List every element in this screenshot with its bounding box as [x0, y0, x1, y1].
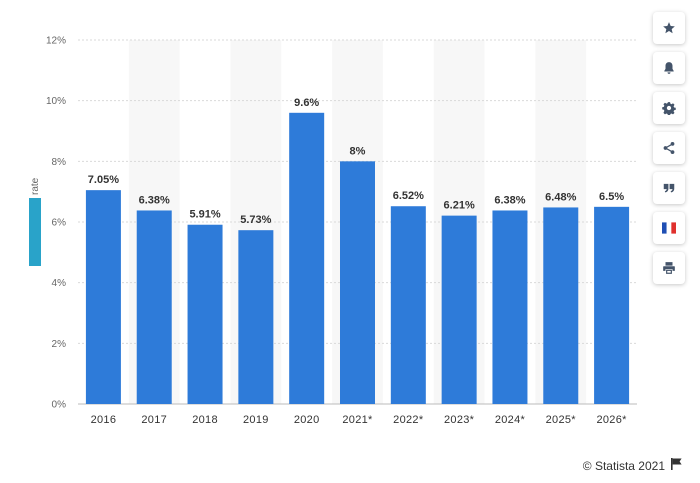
y-axis-ticks: 0% 2% 4% 6% 8% 10% 12% — [46, 36, 66, 411]
chart-toolbar — [653, 12, 685, 292]
x-tick-label: 2021* — [342, 414, 373, 426]
x-tick-label: 2026* — [596, 414, 627, 426]
bar[interactable] — [136, 210, 172, 404]
cite-button[interactable] — [653, 172, 685, 204]
data-label: 6.38% — [494, 194, 525, 206]
bar[interactable] — [187, 224, 223, 404]
data-label: 6.38% — [139, 194, 170, 206]
y-axis-title-tag — [29, 198, 41, 266]
copyright-text: © Statista 2021 — [582, 458, 665, 473]
x-tick-label: 2025* — [546, 414, 577, 426]
data-label: 5.91% — [189, 209, 220, 221]
bar[interactable] — [441, 215, 477, 404]
share-button[interactable] — [653, 132, 685, 164]
data-label: 6.5% — [599, 191, 624, 203]
settings-button[interactable] — [653, 92, 685, 124]
chart: 0% 2% 4% 6% 8% 10% 12% 7.05% 6.38% 5.91% 5.73% 9.6… — [29, 36, 637, 426]
print-icon — [663, 262, 675, 274]
data-label: 6.48% — [545, 191, 576, 203]
favorite-button[interactable] — [653, 12, 685, 44]
bar[interactable] — [85, 190, 121, 404]
x-tick-label: 2019 — [243, 414, 269, 426]
x-tick-label: 2016 — [91, 414, 117, 426]
share-icon — [663, 142, 675, 154]
print-button[interactable] — [653, 252, 685, 284]
y-axis-title: rate — [29, 177, 41, 266]
y-tick-label: 0% — [52, 400, 67, 411]
bar[interactable] — [238, 230, 274, 404]
star-icon — [663, 22, 675, 34]
bar[interactable] — [594, 206, 630, 404]
flag-icon[interactable] — [671, 458, 682, 473]
y-tick-label: 8% — [52, 157, 67, 168]
y-axis-label: rate — [30, 177, 41, 195]
bell-icon — [664, 62, 674, 74]
x-tick-label: 2024* — [495, 414, 526, 426]
x-tick-label: 2017 — [141, 414, 167, 426]
data-label: 5.73% — [240, 214, 271, 226]
bar[interactable] — [289, 112, 325, 405]
data-label: 6.21% — [444, 200, 475, 212]
data-label: 6.52% — [393, 190, 424, 202]
language-button[interactable] — [653, 212, 685, 244]
x-axis-ticks: 2016 2017 2018 2019 2020 2021* 2022* 2023* 2024*… — [91, 414, 627, 426]
y-tick-label: 2% — [52, 339, 67, 350]
x-tick-label: 2020 — [294, 414, 320, 426]
y-tick-label: 12% — [46, 36, 66, 47]
data-labels: 7.05% 6.38% 5.91% 5.73% 9.6% 8% 6.52% 6.21% 6.38… — [88, 97, 625, 226]
bar[interactable] — [543, 207, 579, 404]
x-tick-label: 2022* — [393, 414, 424, 426]
y-tick-label: 6% — [52, 218, 67, 229]
gear-icon — [662, 102, 676, 115]
bars — [85, 112, 630, 405]
quote-icon — [663, 183, 675, 193]
bar[interactable] — [340, 161, 375, 404]
notification-button[interactable] — [653, 52, 685, 84]
footer: © Statista 2021 — [583, 458, 682, 473]
data-label: 7.05% — [88, 174, 119, 186]
x-tick-label: 2023* — [444, 414, 475, 426]
y-tick-label: 4% — [52, 278, 67, 289]
x-tick-label: 2018 — [192, 414, 218, 426]
data-label: 8% — [350, 145, 366, 157]
y-tick-label: 10% — [46, 96, 66, 107]
bar[interactable] — [390, 206, 426, 404]
french-flag-icon — [662, 222, 676, 234]
data-label: 9.6% — [294, 97, 319, 109]
bar[interactable] — [492, 210, 528, 404]
